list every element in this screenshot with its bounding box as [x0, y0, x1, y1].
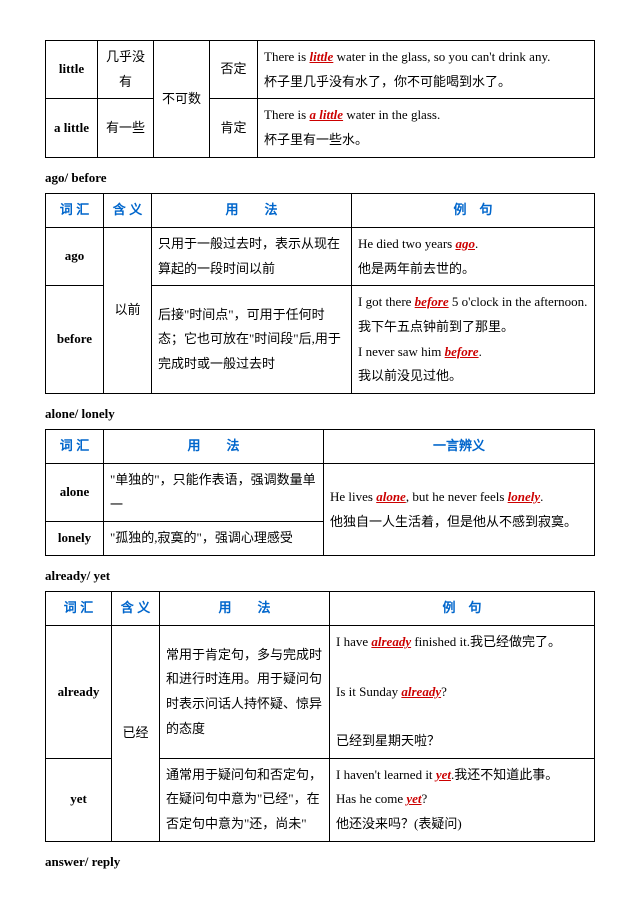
- count-cell: 不可数: [154, 41, 210, 158]
- text: He lives: [330, 489, 376, 504]
- ago-before-table: 词 汇 含 义 用 法 例 句 ago 以前 只用于一般过去时，表示从现在算起的…: [45, 193, 595, 394]
- keyword: a little: [309, 107, 343, 122]
- header-word: 词 汇: [46, 194, 104, 228]
- text: finished it.我已经做完了。: [411, 634, 561, 649]
- meaning-cell: 几乎没有: [98, 41, 154, 99]
- text: , but he never feels: [406, 489, 508, 504]
- meaning-cell: 以前: [104, 227, 152, 393]
- text: .: [479, 344, 482, 359]
- text: ?: [441, 684, 447, 699]
- already-yet-table: 词 汇 含 义 用 法 例 句 already 已经 常用于肯定句，多与完成时和…: [45, 591, 595, 841]
- text-cn: 他是两年前去世的。: [358, 261, 475, 276]
- text: Is it Sunday: [336, 684, 401, 699]
- text-cn: 杯子里有一些水。: [264, 132, 368, 147]
- header-example: 例 句: [352, 194, 595, 228]
- alone-lonely-table: 词 汇 用 法 一言辨义 alone "单独的"，只能作表语，强调数量单一 He…: [45, 429, 595, 556]
- example-cell: There is little water in the glass, so y…: [258, 41, 595, 99]
- header-usage: 用 法: [160, 592, 330, 626]
- text-cn: 我下午五点钟前到了那里。: [358, 319, 514, 334]
- keyword: before: [415, 294, 449, 309]
- polarity-cell: 肯定: [210, 99, 258, 157]
- meaning-cell: 有一些: [98, 99, 154, 157]
- header-meaning: 含 义: [104, 194, 152, 228]
- text: There is: [264, 49, 309, 64]
- word-cell: already: [46, 626, 112, 758]
- text: He died two years: [358, 236, 455, 251]
- word-cell: before: [46, 286, 104, 394]
- section-caption: ago/ before: [45, 166, 595, 189]
- text: .: [475, 236, 478, 251]
- example-cell: I have already finished it.我已经做完了。 Is it…: [330, 626, 595, 758]
- keyword: already: [371, 634, 411, 649]
- text-cn: 杯子里几乎没有水了，你不可能喝到水了。: [264, 74, 511, 89]
- usage-cell: "孤独的,寂寞的"，强调心理感受: [104, 522, 324, 556]
- text: I got there: [358, 294, 415, 309]
- text: There is: [264, 107, 309, 122]
- word-cell: a little: [46, 99, 98, 157]
- text: I never saw him: [358, 344, 445, 359]
- text: Has he come: [336, 791, 406, 806]
- usage-cell: 通常用于疑问句和否定句，在疑问句中意为"已经"，在否定句中意为"还，尚未": [160, 758, 330, 841]
- section-caption: alone/ lonely: [45, 402, 595, 425]
- word-cell: ago: [46, 227, 104, 285]
- keyword: lonely: [508, 489, 541, 504]
- example-cell: He lives alone, but he never feels lonel…: [324, 464, 595, 556]
- text: 5 o'clock in the afternoon.: [449, 294, 588, 309]
- text: I haven't learned it: [336, 767, 436, 782]
- text: .我还不知道此事。: [451, 767, 558, 782]
- text: water in the glass, so you can't drink a…: [333, 49, 550, 64]
- example-cell: I haven't learned it yet.我还不知道此事。 Has he…: [330, 758, 595, 841]
- header-row: 词 汇 含 义 用 法 例 句: [46, 592, 595, 626]
- header-row: 词 汇 用 法 一言辨义: [46, 430, 595, 464]
- text: .: [540, 489, 543, 504]
- text: ?: [422, 791, 428, 806]
- text-cn: 已经到星期天啦？: [336, 733, 440, 748]
- text-cn: 我以前没见过他。: [358, 368, 462, 383]
- header-word: 词 汇: [46, 430, 104, 464]
- header-row: 词 汇 含 义 用 法 例 句: [46, 194, 595, 228]
- header-usage: 用 法: [152, 194, 352, 228]
- usage-cell: "单独的"，只能作表语，强调数量单一: [104, 464, 324, 522]
- header-word: 词 汇: [46, 592, 112, 626]
- keyword: already: [401, 684, 441, 699]
- polarity-cell: 否定: [210, 41, 258, 99]
- keyword: yet: [436, 767, 451, 782]
- section-caption: already/ yet: [45, 564, 595, 587]
- keyword: little: [309, 49, 333, 64]
- table-row: alone "单独的"，只能作表语，强调数量单一 He lives alone,…: [46, 464, 595, 522]
- text-cn: 他还没来吗？(表疑问): [336, 816, 462, 831]
- word-cell: yet: [46, 758, 112, 841]
- usage-cell: 只用于一般过去时，表示从现在算起的一段时间以前: [152, 227, 352, 285]
- keyword: yet: [406, 791, 421, 806]
- header-usage: 用 法: [104, 430, 324, 464]
- header-meaning: 含 义: [112, 592, 160, 626]
- table-row: a little 有一些 肯定 There is a little water …: [46, 99, 595, 157]
- section-caption: answer/ reply: [45, 850, 595, 873]
- header-example: 一言辨义: [324, 430, 595, 464]
- text: water in the glass.: [343, 107, 440, 122]
- usage-cell: 常用于肯定句，多与完成时和进行时连用。用于疑问句时表示问话人持怀疑、惊异的态度: [160, 626, 330, 758]
- meaning-cell: 已经: [112, 626, 160, 842]
- example-cell: I got there before 5 o'clock in the afte…: [352, 286, 595, 394]
- keyword: alone: [376, 489, 406, 504]
- keyword: before: [445, 344, 479, 359]
- table-row: already 已经 常用于肯定句，多与完成时和进行时连用。用于疑问句时表示问话…: [46, 626, 595, 758]
- word-cell: lonely: [46, 522, 104, 556]
- text-cn: 他独自一人生活着，但是他从不感到寂寞。: [330, 514, 577, 529]
- word-cell: alone: [46, 464, 104, 522]
- table-row: ago 以前 只用于一般过去时，表示从现在算起的一段时间以前 He died t…: [46, 227, 595, 285]
- table-row: little 几乎没有 不可数 否定 There is little water…: [46, 41, 595, 99]
- little-table: little 几乎没有 不可数 否定 There is little water…: [45, 40, 595, 158]
- example-cell: There is a little water in the glass. 杯子…: [258, 99, 595, 157]
- header-example: 例 句: [330, 592, 595, 626]
- word-cell: little: [46, 41, 98, 99]
- text: I have: [336, 634, 371, 649]
- keyword: ago: [455, 236, 475, 251]
- usage-cell: 后接"时间点"，可用于任何时态；它也可放在"时间段"后,用于完成时或一般过去时: [152, 286, 352, 394]
- example-cell: He died two years ago. 他是两年前去世的。: [352, 227, 595, 285]
